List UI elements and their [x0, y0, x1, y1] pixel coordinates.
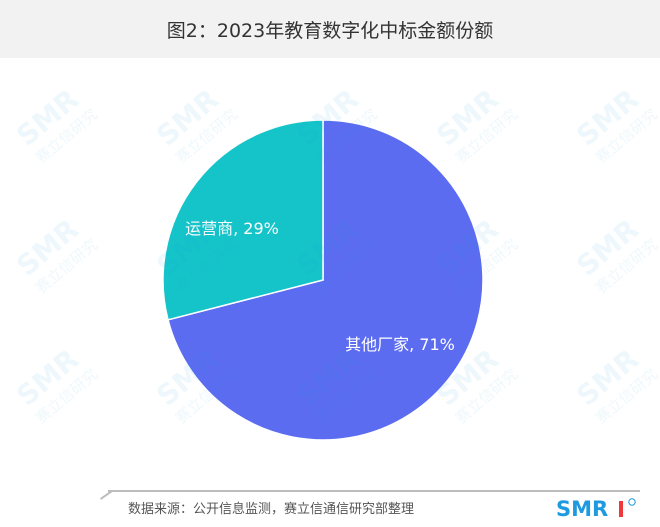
title-bar: 图2：2023年教育数字化中标金额份额	[0, 0, 660, 58]
pie-slice-2	[162, 119, 324, 321]
data-source-note: 数据来源：公开信息监测，赛立信通信研究部整理	[128, 502, 415, 517]
chart-title: 图2：2023年教育数字化中标金额份额	[166, 19, 494, 42]
pie-chart-svg: 其他厂家, 71% 运营商, 29%	[162, 119, 484, 441]
pie-slice-1	[167, 119, 484, 441]
pie-slice-label-1: 其他厂家, 71%	[345, 335, 455, 354]
footer: 数据来源：公开信息监测，赛立信通信研究部整理 SMR	[0, 488, 660, 527]
pie-slice-label-2: 运营商, 29%	[185, 219, 279, 238]
smr-logo: SMR	[556, 497, 636, 519]
pie-chart: 其他厂家, 71% 运营商, 29%	[0, 58, 660, 488]
footer-rule	[108, 490, 640, 492]
smr-logo-text: SMR	[556, 497, 608, 519]
